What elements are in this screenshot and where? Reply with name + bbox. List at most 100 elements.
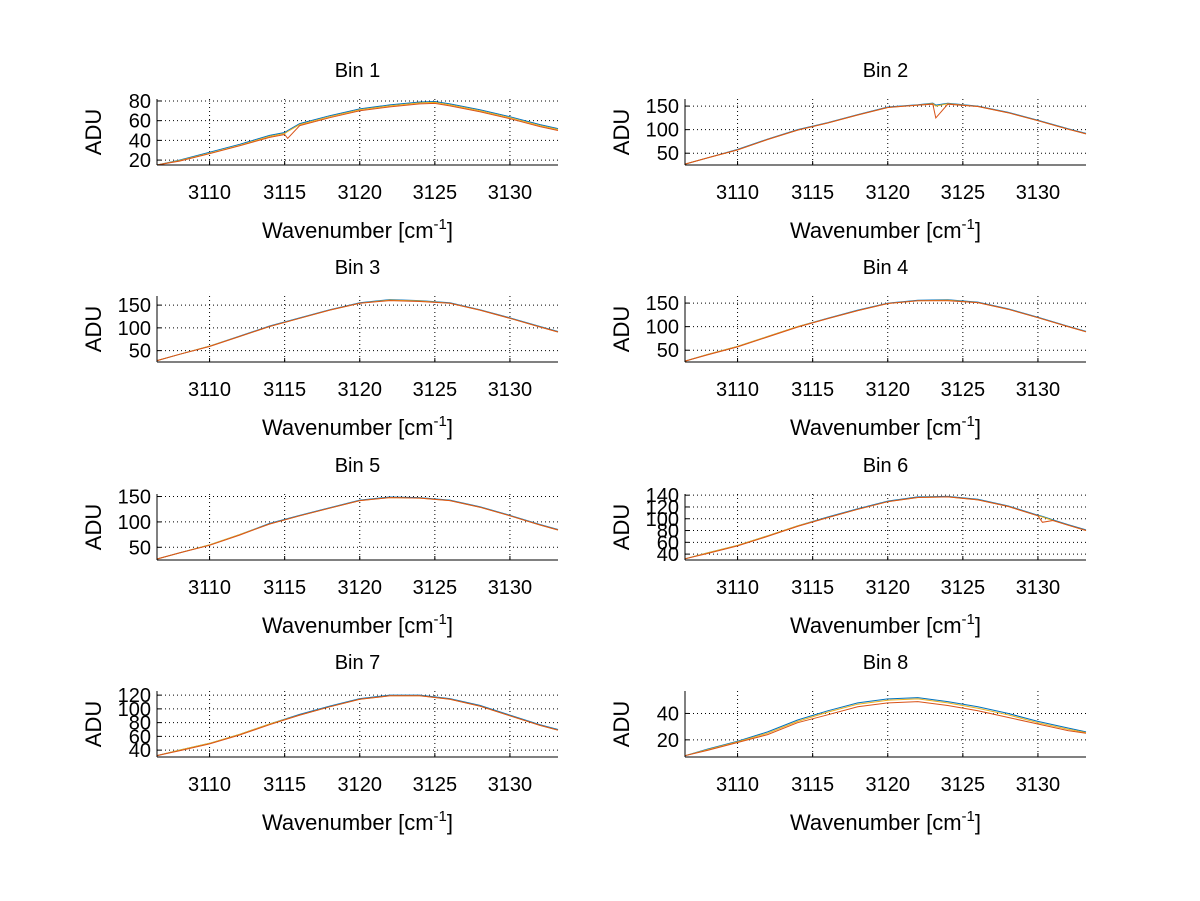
y-tick-label: 100 — [118, 699, 151, 721]
y-tick-label: 140 — [646, 485, 679, 507]
y-axis-label: ADU — [81, 504, 106, 550]
y-axis-label: ADU — [609, 109, 634, 155]
y-tick-label: 120 — [118, 685, 151, 707]
x-tick-label: 3110 — [716, 379, 759, 401]
y-axis-label: ADU — [81, 306, 106, 352]
x-tick-label: 3115 — [791, 182, 834, 204]
subplot-title: Bin 6 — [863, 455, 909, 477]
y-axis-label: ADU — [81, 701, 106, 747]
x-axis-label-main: Wavenumber [cm — [790, 613, 962, 638]
x-tick-label: 3125 — [941, 774, 986, 796]
y-tick-label: 120 — [646, 497, 679, 519]
x-axis-label-suffix: ] — [447, 613, 453, 638]
y-tick-label: 40 — [657, 703, 679, 725]
series-line-3 — [684, 496, 1087, 560]
series-line-3 — [684, 701, 1087, 757]
x-tick-label: 3125 — [413, 774, 458, 796]
y-tick-label: 40 — [657, 544, 679, 566]
x-tick-label: 3120 — [866, 577, 911, 599]
y-axis-label: ADU — [609, 504, 634, 550]
subplot-title: Bin 2 — [863, 60, 909, 82]
x-axis-label-exponent: -1 — [434, 413, 447, 430]
x-axis-label-exponent: -1 — [962, 413, 975, 430]
y-tick-label: 150 — [118, 487, 151, 509]
y-tick-label: 80 — [657, 521, 679, 543]
subplot-bin-8: 3110 3115 3120 3125 3130 20 40 Bin 8 Wavenumber … — [609, 652, 1087, 835]
x-tick-label: 3110 — [716, 182, 759, 204]
subplot-title: Bin 3 — [335, 257, 381, 279]
x-axis-label-exponent: -1 — [434, 611, 447, 628]
y-tick-label: 100 — [646, 120, 679, 142]
y-tick-label: 60 — [657, 532, 679, 554]
y-tick-label: 80 — [129, 91, 151, 113]
x-tick-label: 3130 — [488, 577, 533, 599]
x-tick-label: 3110 — [188, 577, 231, 599]
x-tick-label: 3110 — [188, 774, 231, 796]
x-axis-label-suffix: ] — [447, 218, 453, 243]
x-axis-label-suffix: ] — [975, 613, 981, 638]
series-line-1 — [156, 100, 559, 166]
y-tick-label: 100 — [646, 317, 679, 339]
x-axis-label-main: Wavenumber [cm — [262, 810, 434, 835]
x-axis-label-main: Wavenumber [cm — [790, 415, 962, 440]
x-tick-label: 3110 — [188, 182, 231, 204]
x-tick-label: 3130 — [1016, 774, 1061, 796]
x-tick-label: 3115 — [791, 577, 834, 599]
x-axis-label: Wavenumber [cm-1] — [262, 611, 453, 638]
y-tick-label: 60 — [129, 726, 151, 748]
x-axis-label-exponent: -1 — [434, 808, 447, 825]
series-line-3 — [156, 695, 559, 757]
x-tick-label: 3120 — [338, 774, 383, 796]
x-tick-label: 3130 — [1016, 379, 1061, 401]
y-tick-label: 60 — [129, 111, 151, 133]
subplot-title: Bin 5 — [335, 455, 381, 477]
y-tick-label: 40 — [129, 740, 151, 762]
x-axis-label-main: Wavenumber [cm — [262, 415, 434, 440]
x-axis-label-suffix: ] — [975, 218, 981, 243]
x-axis-label-exponent: -1 — [962, 611, 975, 628]
x-tick-label: 3115 — [791, 774, 834, 796]
x-axis-label: Wavenumber [cm-1] — [262, 216, 453, 243]
x-axis-label-main: Wavenumber [cm — [262, 613, 434, 638]
x-axis-label-exponent: -1 — [962, 216, 975, 233]
x-axis-label-suffix: ] — [975, 810, 981, 835]
y-tick-label: 80 — [129, 713, 151, 735]
x-tick-label: 3120 — [866, 182, 911, 204]
x-tick-label: 3125 — [941, 182, 986, 204]
x-tick-label: 3125 — [941, 577, 986, 599]
x-tick-label: 3130 — [488, 182, 533, 204]
x-tick-label: 3125 — [413, 182, 458, 204]
x-axis-label-exponent: -1 — [434, 216, 447, 233]
subplot-title: Bin 7 — [335, 652, 381, 674]
series-line-2 — [684, 698, 1087, 757]
x-tick-label: 3120 — [338, 182, 383, 204]
x-axis-label-suffix: ] — [447, 415, 453, 440]
y-tick-label: 50 — [657, 340, 679, 362]
x-axis-label: Wavenumber [cm-1] — [790, 808, 981, 835]
x-tick-label: 3115 — [263, 182, 306, 204]
x-axis-label-suffix: ] — [975, 415, 981, 440]
x-axis-label: Wavenumber [cm-1] — [262, 808, 453, 835]
subplot-title: Bin 1 — [335, 60, 381, 82]
x-tick-label: 3110 — [716, 577, 759, 599]
x-axis-label: Wavenumber [cm-1] — [790, 413, 981, 440]
x-tick-label: 3115 — [263, 577, 306, 599]
x-tick-label: 3125 — [413, 379, 458, 401]
x-tick-label: 3125 — [941, 379, 986, 401]
y-tick-label: 100 — [646, 509, 679, 531]
x-tick-label: 3130 — [488, 379, 533, 401]
x-axis-label: Wavenumber [cm-1] — [790, 611, 981, 638]
y-tick-label: 50 — [657, 143, 679, 165]
x-tick-label: 3110 — [188, 379, 231, 401]
y-tick-label: 100 — [118, 318, 151, 340]
series-line-3 — [156, 300, 559, 362]
x-tick-label: 3120 — [338, 379, 383, 401]
y-axis-label: ADU — [609, 701, 634, 747]
x-tick-label: 3115 — [263, 774, 306, 796]
